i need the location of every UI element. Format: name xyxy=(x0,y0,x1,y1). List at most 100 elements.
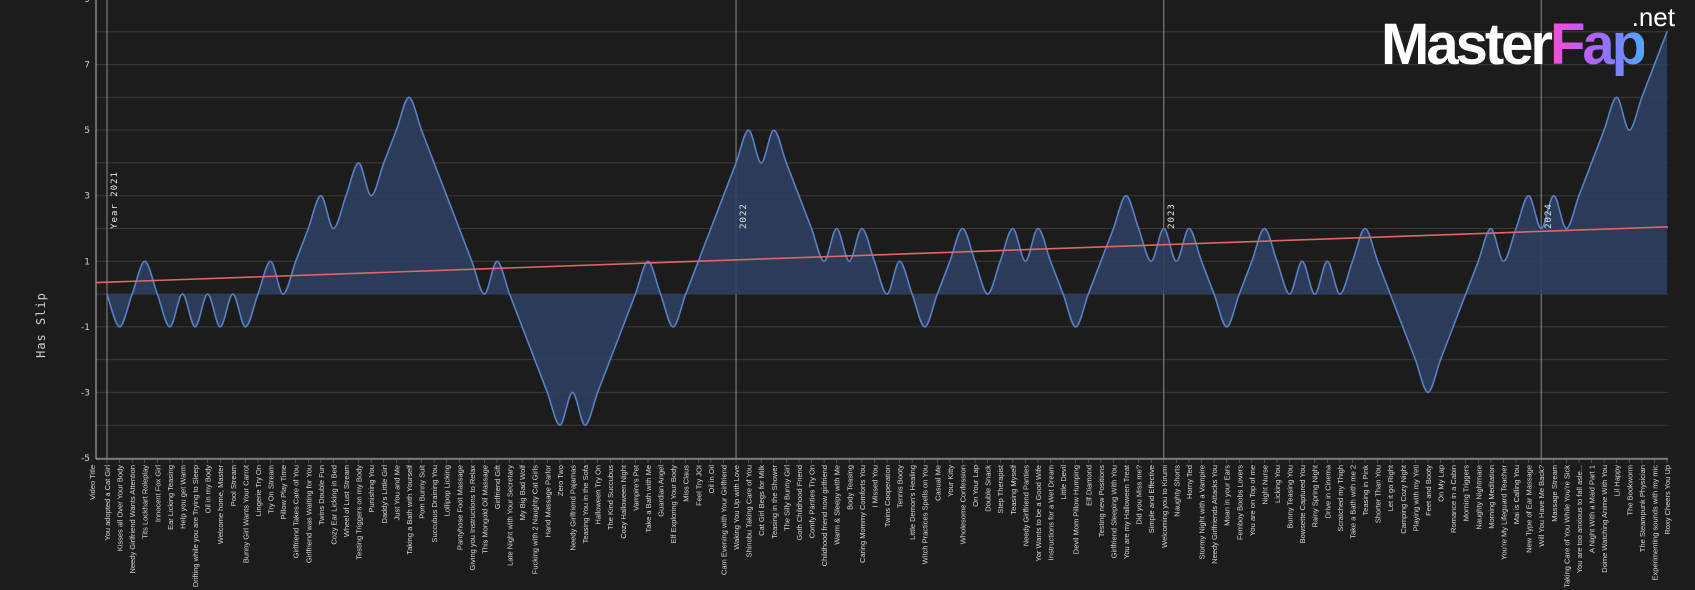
data-point xyxy=(810,227,813,230)
y-axis-label: Has Slip xyxy=(34,292,48,358)
x-tick-label: You are my Halloween Treat xyxy=(1122,464,1131,559)
x-tick-label: Did you Miss me? xyxy=(1135,465,1144,525)
x-tick-label: Bunny Girl Wants Your Carrot xyxy=(241,464,250,563)
x-tick-label: Cozy Halloween Night xyxy=(619,464,628,539)
data-point xyxy=(143,260,146,263)
data-point xyxy=(559,424,561,427)
x-tick-label: New Type of Ear Massage xyxy=(1525,465,1534,553)
x-tick-label: Girlfriend Sleeping With You xyxy=(1109,465,1118,558)
data-point xyxy=(345,194,347,197)
data-point xyxy=(873,260,876,263)
data-point xyxy=(1351,260,1354,263)
data-point xyxy=(949,260,951,263)
x-tick-label: On Your Lap xyxy=(971,465,980,507)
x-tick-label: You adopted a Cat Girl xyxy=(103,465,112,541)
x-tick-label: Welcome home, Master xyxy=(216,465,225,545)
data-point xyxy=(106,293,108,295)
x-tick-label: Take a Bath with Me xyxy=(644,465,653,533)
x-tick-label: Kisses all Over Your Body xyxy=(116,465,125,552)
data-point xyxy=(118,326,121,328)
x-tick-label: Lollipop Licking xyxy=(443,465,452,516)
x-tick-label: Cozy Ear Licking in Bed xyxy=(329,465,338,545)
data-points xyxy=(106,30,1668,427)
data-point xyxy=(1666,30,1668,33)
x-tick-label: Girlfriend Takes Care of You xyxy=(292,465,301,558)
x-tick-label: Instructions for a Wet Dream xyxy=(1047,465,1056,560)
data-point xyxy=(697,260,700,263)
x-tick-label: Cat Girl Begs for Milk xyxy=(757,465,766,536)
data-point xyxy=(571,391,574,394)
x-tick-label: Body Teasing xyxy=(845,465,854,510)
x-tick-label: Welcoming you to Kirumi xyxy=(1160,465,1169,548)
data-point xyxy=(307,227,310,230)
data-point xyxy=(1288,293,1291,295)
data-point xyxy=(584,424,586,427)
data-point xyxy=(1313,293,1316,295)
data-point xyxy=(1540,227,1542,230)
x-tick-label: Stormy Night with a Vampire xyxy=(1198,465,1207,559)
x-tick-label: Pillow Play Time xyxy=(279,465,288,520)
x-tick-label: Wheel of Lust Stream xyxy=(342,465,351,537)
data-point xyxy=(496,260,498,263)
x-tick-label: Help you get Warm xyxy=(178,465,187,529)
data-point xyxy=(684,293,687,295)
year-label: 2022 xyxy=(739,203,749,229)
x-tick-label: Devil Mom Pillow Humping xyxy=(1072,465,1081,554)
x-tick-label: Warm & Sleepy with Me xyxy=(833,465,842,545)
x-tick-label: The Kind Succubus xyxy=(606,465,615,530)
x-tick-label: Needy Girlfriend Panties xyxy=(1021,465,1030,547)
x-tick-label: Morning Triggers xyxy=(1462,465,1471,522)
x-tick-label: Feel Try JOI xyxy=(694,465,703,506)
x-tick-label: Wholesome Confession xyxy=(958,465,967,544)
x-tick-label: Your Kitty xyxy=(946,465,955,497)
x-tick-label: Shinobu Taking Care of You xyxy=(745,465,754,557)
x-tick-label: Daddy's Little Girl xyxy=(380,465,389,524)
data-point xyxy=(659,293,662,295)
x-tick-label: You are too anxious to fall asle... xyxy=(1575,465,1584,573)
data-point xyxy=(1150,260,1152,263)
data-point xyxy=(131,293,133,295)
trend-line xyxy=(95,226,1669,284)
data-point xyxy=(923,326,926,328)
data-point xyxy=(1225,326,1228,328)
data-point xyxy=(1162,227,1165,230)
year-label: 2023 xyxy=(1167,203,1177,229)
x-tick-label: Elf Exploring Your Body xyxy=(669,465,678,544)
data-point xyxy=(722,194,725,197)
data-point xyxy=(1074,326,1077,328)
x-tick-label: Will You Have Me Back? xyxy=(1537,465,1546,547)
data-point xyxy=(169,326,171,328)
data-point xyxy=(1515,227,1517,230)
x-tick-label: Witch Practices Spells on You xyxy=(921,465,930,564)
x-tick-label: Testing new Positions xyxy=(1097,465,1106,537)
data-point xyxy=(1200,260,1203,263)
x-tick-label: On My Lap xyxy=(1437,465,1446,502)
data-point xyxy=(1188,227,1190,230)
data-point xyxy=(1251,260,1253,263)
data-point xyxy=(156,293,159,295)
data-point xyxy=(747,129,750,131)
x-tick-label: Casual Me xyxy=(933,465,942,501)
x-tick-label: Oil in my Body xyxy=(204,465,213,514)
x-tick-label: Teasing You in the Sofa xyxy=(581,464,590,543)
data-point xyxy=(1339,293,1341,295)
data-point xyxy=(219,326,222,328)
data-point xyxy=(848,260,851,263)
x-tick-label: My Big Bad Wolf xyxy=(518,464,527,520)
data-point xyxy=(785,162,788,164)
data-point xyxy=(1276,260,1278,263)
data-point xyxy=(269,260,272,263)
data-point xyxy=(1490,227,1492,230)
data-point xyxy=(181,293,184,295)
x-tick-label: Miss Claus xyxy=(682,465,691,502)
data-point xyxy=(1376,260,1379,263)
x-tick-label: Succubus Draining You xyxy=(430,465,439,543)
x-tick-label: Double Snack xyxy=(984,465,993,512)
x-tick-label: Shorter Than You xyxy=(1374,465,1383,523)
data-point xyxy=(1477,260,1480,263)
data-point xyxy=(1552,194,1555,197)
data-point xyxy=(1603,129,1605,131)
x-tick-label: You are on Top of me xyxy=(1248,465,1257,536)
x-tick-label: Drifting while you are Trying to Sleep xyxy=(191,465,200,587)
